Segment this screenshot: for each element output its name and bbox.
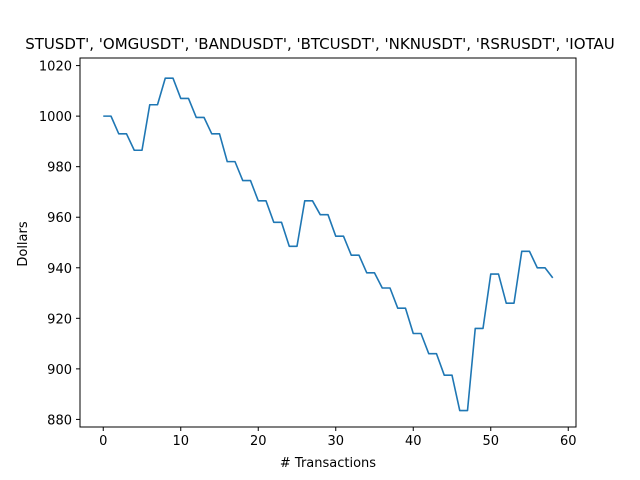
y-tick-label: 940 [47,262,72,277]
y-tick-label: 1020 [39,60,72,75]
x-tick-label: 40 [405,434,422,449]
x-tick-label: 20 [250,434,267,449]
y-axis-label: Dollars [16,221,31,266]
y-tick-label: 960 [47,211,72,226]
y-tick-label: 980 [47,161,72,176]
plot-area [79,57,577,428]
chart-title: STUSDT', 'OMGUSDT', 'BANDUSDT', 'BTCUSDT… [25,35,615,53]
series-line [103,77,554,412]
x-tick-label: 0 [99,434,107,449]
series-group [103,77,554,412]
y-tick-label: 1000 [39,110,72,125]
x-tick-label: 10 [172,434,189,449]
y-tick-label: 920 [47,312,72,327]
x-tick-label: 50 [482,434,499,449]
x-tick-label: 30 [327,434,344,449]
y-tick-label: 900 [47,363,72,378]
y-tick-label: 880 [47,413,72,428]
x-tick-label: 60 [560,434,577,449]
x-axis-label: # Transactions [280,456,376,471]
